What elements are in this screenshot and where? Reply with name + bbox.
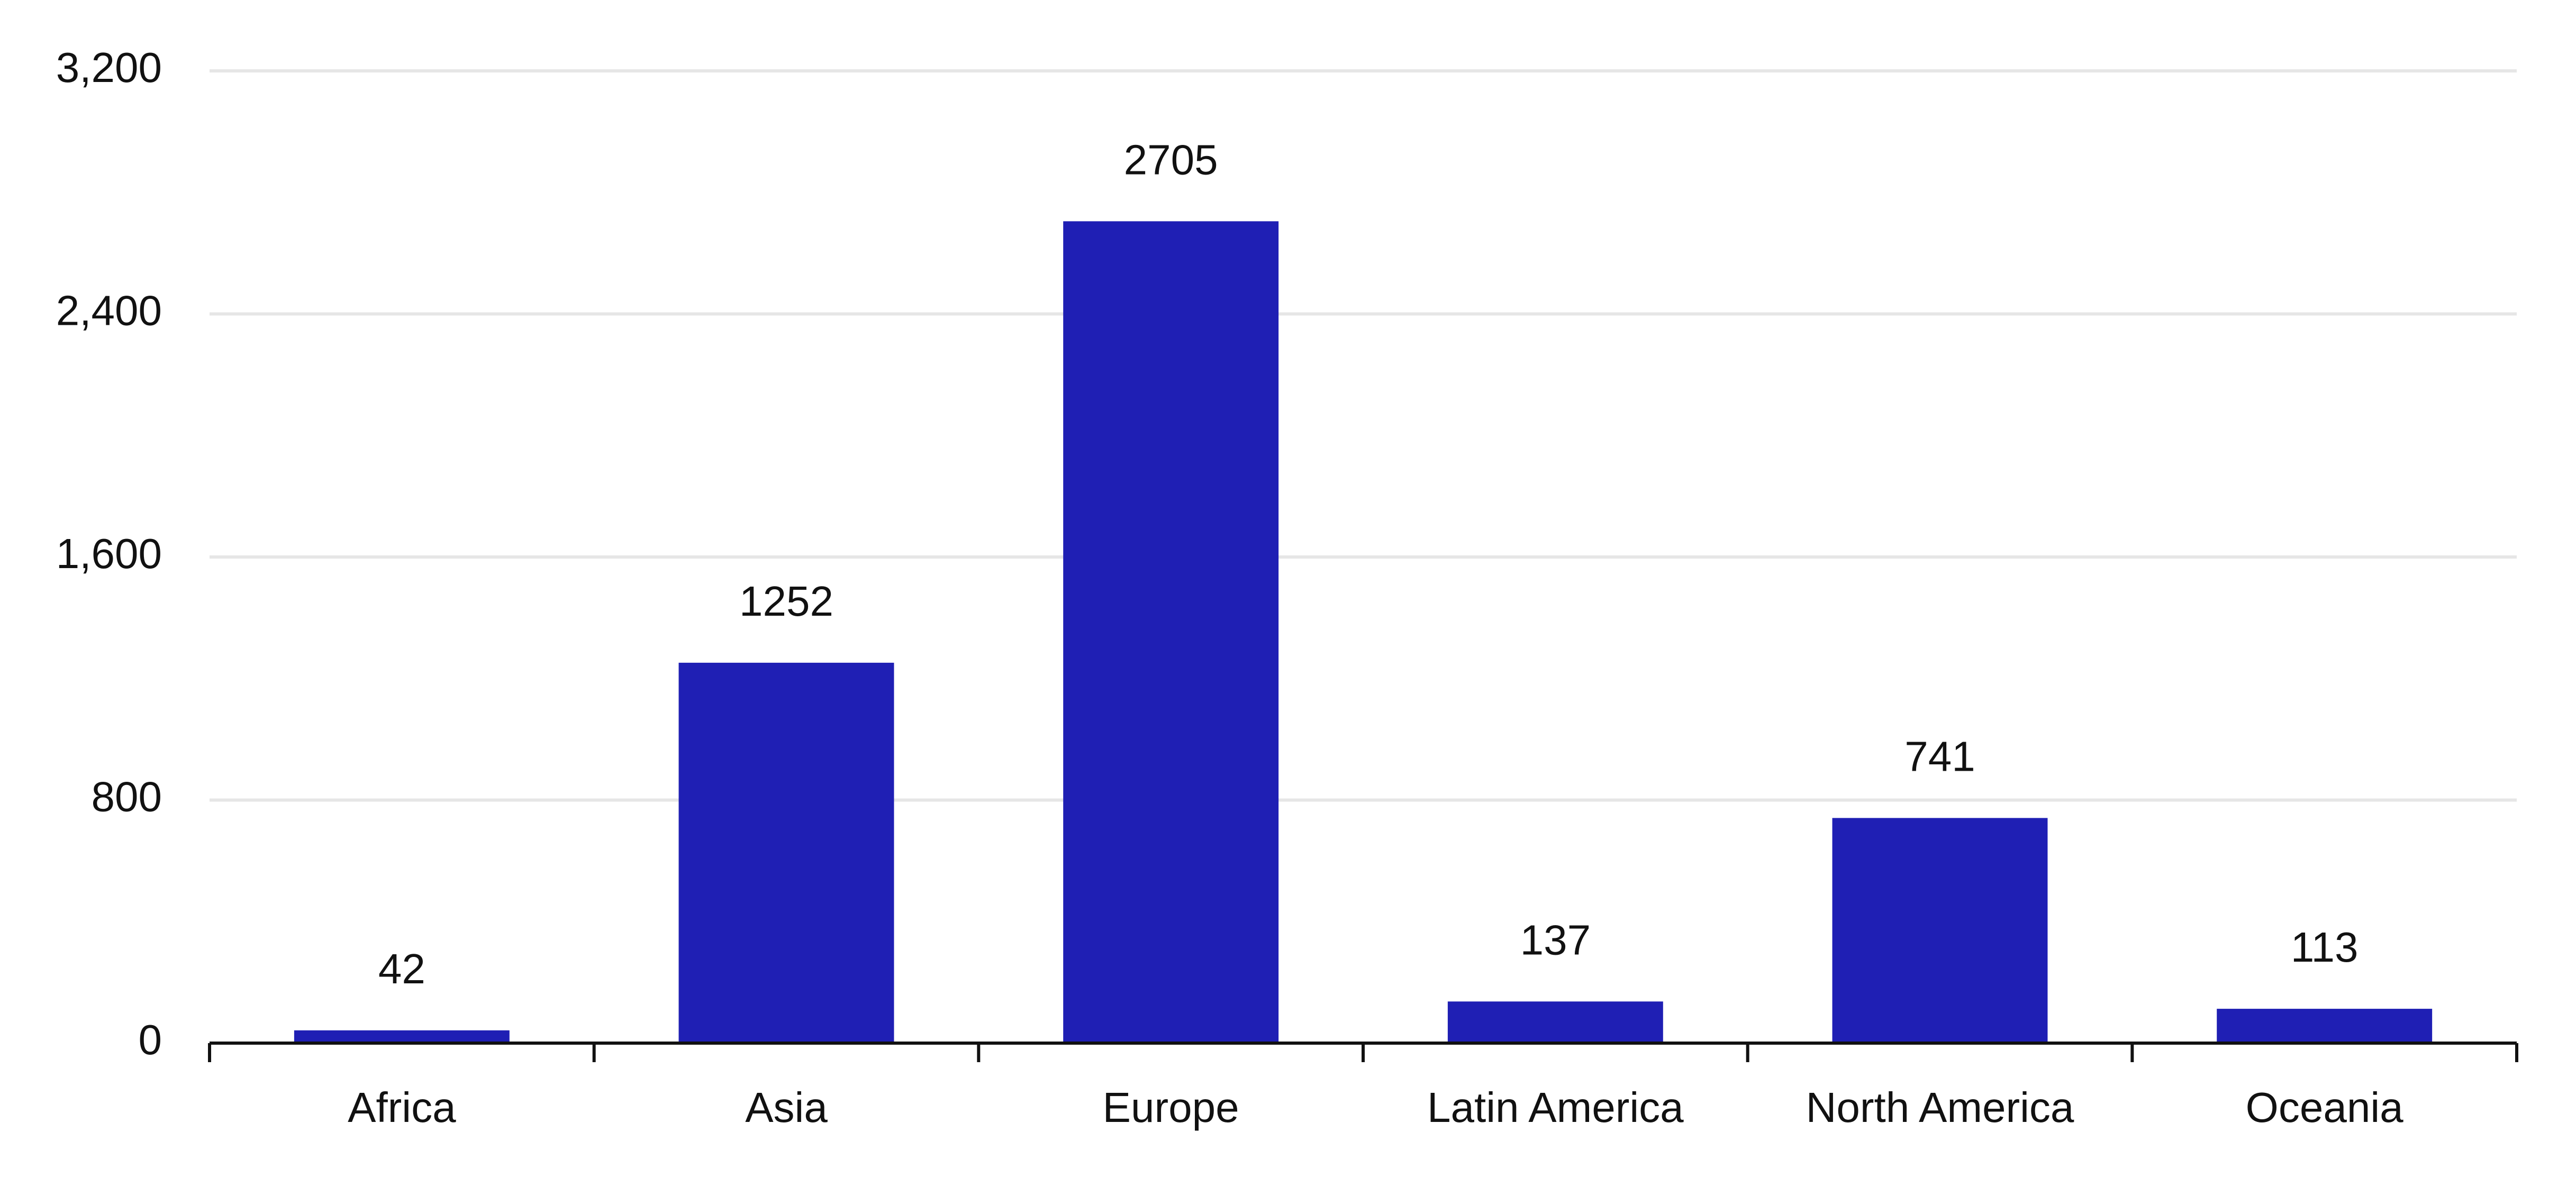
x-tick-label: Asia [745, 1084, 828, 1131]
x-tick-label: Africa [348, 1084, 456, 1131]
bar [294, 1030, 510, 1043]
y-tick-label: 800 [92, 773, 162, 820]
data-label: 137 [1520, 916, 1591, 963]
y-tick-label: 0 [139, 1016, 162, 1063]
y-tick-label: 2,400 [56, 287, 162, 334]
bar [1447, 1001, 1663, 1043]
x-tick-label: Oceania [2246, 1084, 2403, 1131]
bar [1832, 818, 2048, 1043]
x-tick-label: North America [1806, 1084, 2074, 1131]
data-label: 2705 [1124, 136, 1218, 183]
x-tick-label: Latin America [1427, 1084, 1684, 1131]
y-tick-label: 3,200 [56, 44, 162, 91]
x-tick-label: Europe [1103, 1084, 1239, 1131]
data-label: 113 [2291, 924, 2359, 971]
data-label: 1252 [739, 578, 833, 625]
bar [678, 662, 894, 1043]
bar [2217, 1009, 2433, 1043]
bar [1063, 221, 1279, 1043]
data-label: 741 [1904, 733, 1975, 780]
y-tick-label: 1,600 [56, 530, 162, 577]
data-label: 42 [378, 945, 425, 992]
